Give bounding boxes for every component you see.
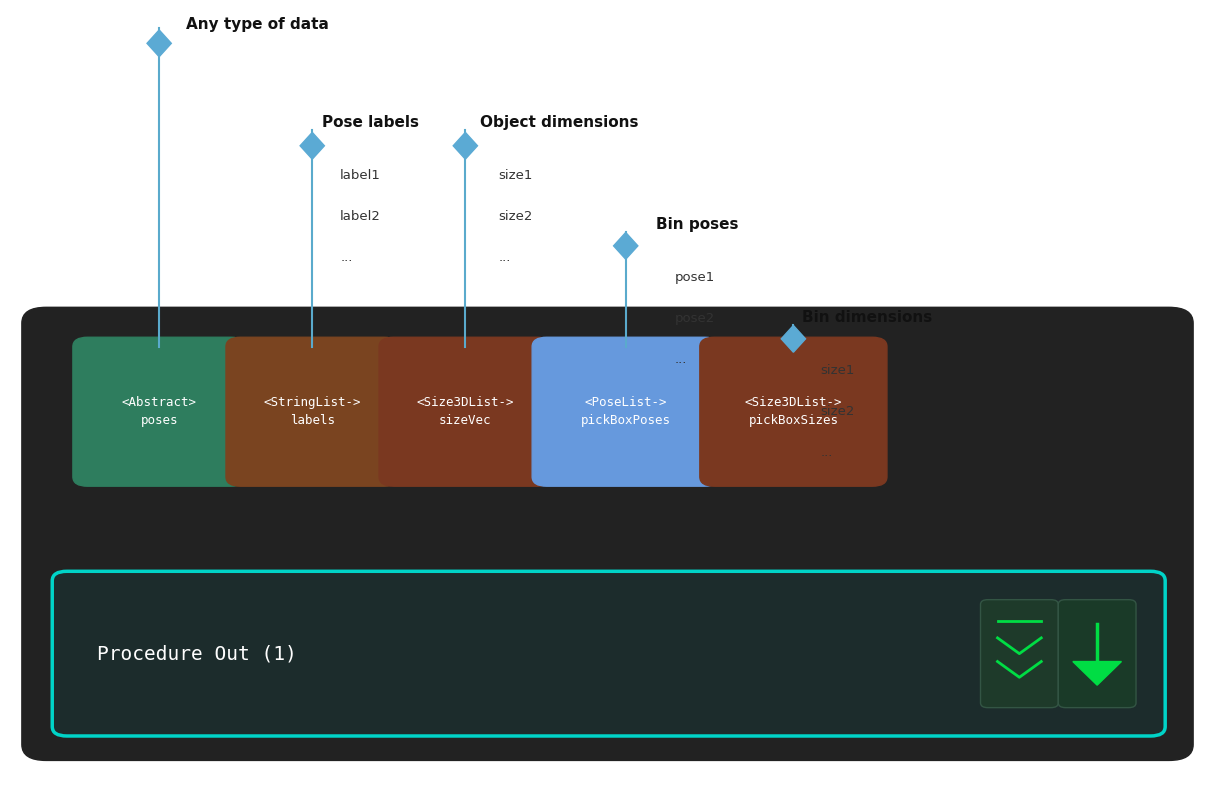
Text: Any type of data: Any type of data bbox=[186, 17, 329, 32]
Text: ...: ... bbox=[498, 251, 510, 264]
Text: Pose labels: Pose labels bbox=[322, 115, 419, 130]
FancyBboxPatch shape bbox=[22, 307, 1193, 760]
Text: Bin poses: Bin poses bbox=[656, 217, 739, 232]
Text: ...: ... bbox=[674, 353, 686, 366]
Text: size2: size2 bbox=[820, 405, 854, 418]
Polygon shape bbox=[614, 232, 638, 259]
FancyBboxPatch shape bbox=[700, 337, 887, 486]
Text: ...: ... bbox=[340, 251, 352, 264]
Polygon shape bbox=[1073, 662, 1121, 686]
Text: label2: label2 bbox=[340, 210, 382, 223]
Text: <Size3DList->
sizeVec: <Size3DList-> sizeVec bbox=[417, 396, 514, 427]
Text: Bin dimensions: Bin dimensions bbox=[802, 310, 932, 325]
Text: size2: size2 bbox=[498, 210, 532, 223]
Polygon shape bbox=[147, 30, 171, 57]
Text: ...: ... bbox=[820, 446, 832, 459]
Text: pose1: pose1 bbox=[674, 271, 714, 284]
Text: size1: size1 bbox=[820, 364, 854, 377]
Text: <Abstract>
poses: <Abstract> poses bbox=[122, 396, 197, 427]
FancyBboxPatch shape bbox=[226, 337, 399, 486]
Text: <StringList->
labels: <StringList-> labels bbox=[264, 396, 361, 427]
FancyBboxPatch shape bbox=[379, 337, 552, 486]
Text: <Size3DList->
pickBoxSizes: <Size3DList-> pickBoxSizes bbox=[745, 396, 842, 427]
Text: Object dimensions: Object dimensions bbox=[480, 115, 638, 130]
FancyBboxPatch shape bbox=[532, 337, 719, 486]
Text: label1: label1 bbox=[340, 169, 382, 182]
Text: <PoseList->
pickBoxPoses: <PoseList-> pickBoxPoses bbox=[581, 396, 671, 427]
FancyBboxPatch shape bbox=[1058, 600, 1136, 708]
Polygon shape bbox=[453, 132, 477, 159]
FancyBboxPatch shape bbox=[73, 337, 245, 486]
Text: Procedure Out (1): Procedure Out (1) bbox=[97, 644, 296, 663]
Polygon shape bbox=[781, 325, 806, 352]
FancyBboxPatch shape bbox=[981, 600, 1058, 708]
Text: size1: size1 bbox=[498, 169, 532, 182]
Polygon shape bbox=[300, 132, 324, 159]
FancyBboxPatch shape bbox=[52, 571, 1165, 736]
Text: pose2: pose2 bbox=[674, 312, 714, 325]
